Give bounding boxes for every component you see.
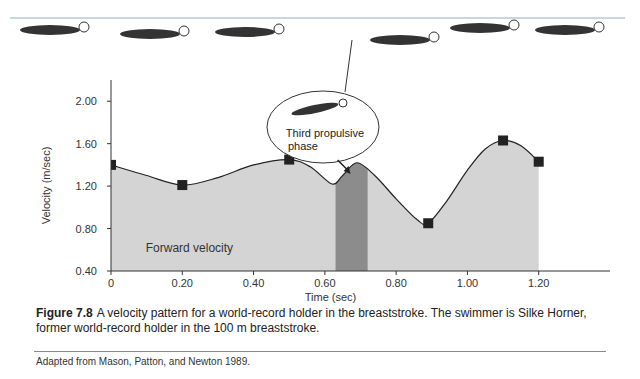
x-axis (111, 271, 610, 272)
x-tick-label: 1.00 (457, 277, 478, 289)
series-label: Forward velocity (146, 241, 233, 255)
source: Adapted from Mason, Patton, and Newton 1… (36, 356, 250, 367)
swimmer (20, 22, 89, 35)
x-tick-label: 0 (108, 277, 114, 289)
swimmer-body (215, 27, 275, 37)
callout-pointer (345, 40, 352, 92)
x-tick (182, 271, 183, 275)
swimmer-illustration (10, 18, 625, 45)
x-tick (538, 271, 539, 275)
swimmer (450, 20, 519, 33)
callout-swimmer-body (291, 100, 340, 118)
y-tick-label: 2.00 (76, 95, 97, 107)
water-line (10, 18, 625, 19)
swimmer-head (509, 20, 519, 30)
y-tick (107, 101, 111, 102)
y-tick (107, 228, 111, 229)
swimmer-body (370, 35, 430, 45)
marker (423, 218, 433, 228)
swimmer (535, 22, 604, 35)
y-tick (107, 143, 111, 144)
marker (177, 180, 187, 190)
y-tick (107, 271, 111, 272)
swimmer-head (594, 22, 604, 32)
swimmer-head (179, 26, 189, 36)
callout-swimmer-head (339, 99, 347, 107)
annotation-text: Third propulsivephase (286, 127, 364, 152)
swimmer-head (79, 22, 89, 32)
swimmer (215, 24, 284, 37)
swimmer-body (120, 29, 180, 39)
caption: Figure 7.8A velocity pattern for a world… (36, 306, 606, 336)
annotation-arrowhead (344, 166, 351, 174)
swimmer-body (450, 23, 510, 33)
swimmer-body (20, 25, 80, 35)
y-tick-label: 1.60 (76, 138, 97, 150)
y-tick-label: 1.20 (76, 180, 97, 192)
y-tick-label: 0.80 (76, 223, 97, 235)
callout-bubble (267, 91, 379, 163)
caption-label: Figure 7.8 (36, 306, 93, 320)
swimmer (120, 26, 189, 39)
x-tick-label: 0.60 (314, 277, 335, 289)
x-tick-label: 0.40 (243, 277, 264, 289)
y-tick (107, 186, 111, 187)
x-tick (324, 271, 325, 275)
marker (534, 157, 544, 167)
marker (498, 135, 508, 145)
y-axis (111, 80, 112, 271)
swimmer-head (429, 32, 439, 42)
x-axis-label: Time (sec) (305, 291, 357, 303)
plot-area (111, 80, 544, 271)
x-tick (253, 271, 254, 275)
x-tick (396, 271, 397, 275)
y-tick-label: 0.40 (76, 265, 97, 277)
caption-rule (34, 351, 606, 352)
x-tick-label: 1.20 (528, 277, 549, 289)
x-tick (467, 271, 468, 275)
x-tick (111, 271, 112, 275)
caption-text: A velocity pattern for a world-record ho… (36, 306, 587, 335)
y-axis-label: Velocity (m/sec) (40, 147, 52, 225)
swimmer-body (535, 25, 595, 35)
swimmer (370, 32, 439, 45)
x-tick-label: 0.80 (385, 277, 406, 289)
callout-swimmer (291, 99, 347, 118)
marker (111, 160, 116, 170)
x-tick-label: 0.20 (172, 277, 193, 289)
swimmer-head (274, 24, 284, 34)
